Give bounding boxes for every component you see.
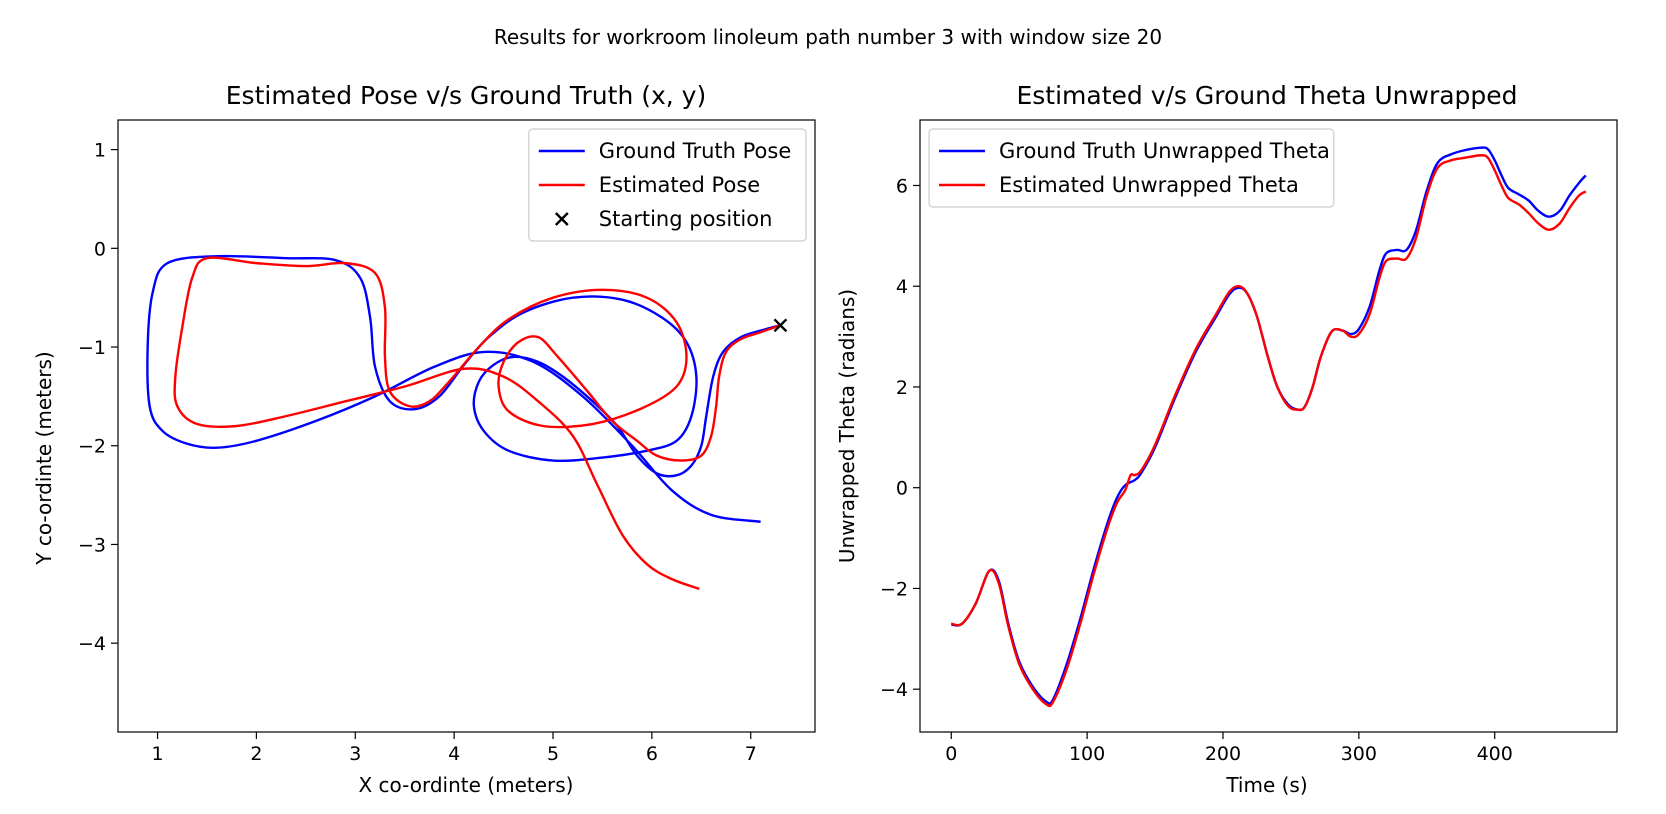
pose-plot-ground-truth-pose-line	[146, 254, 781, 523]
pose-plot-xtick-label: 2	[250, 743, 262, 765]
theta-plot-xtick-label: 200	[1205, 743, 1241, 765]
theta-plot-legend-box	[928, 128, 1335, 208]
theta-plot-ytick-label: −2	[880, 578, 908, 600]
theta-plot-xtick-label: 0	[945, 743, 957, 765]
pose-plot-ytick-label: 1	[94, 140, 106, 162]
pose-plot-ytick-label: 0	[94, 238, 106, 260]
theta-plot-estimated-unwrapped-theta-line	[951, 154, 1587, 708]
theta-plot-xtick-label: 300	[1341, 743, 1377, 765]
pose-plot-xtick-label: 7	[745, 743, 757, 765]
pose-plot-legend-box	[528, 128, 807, 242]
theta-plot-legend-item-estimated-unwrapped-theta: Estimated Unwrapped Theta	[939, 173, 1299, 197]
theta-plot-series	[951, 146, 1587, 708]
pose-plot-legend-item-ground-truth-pose: Ground Truth Pose	[538, 139, 791, 163]
pose-plot-ytick-label: −3	[78, 534, 106, 556]
pose-plot-legend-label: Estimated Pose	[599, 173, 760, 197]
figure-suptitle: Results for workroom linoleum path numbe…	[494, 25, 1162, 49]
pose-plot-ticks: 1 2 3 4 5 6 7 1 0 −1 −2 −3 −4	[78, 140, 757, 765]
pose-plot-xtick-label: 4	[448, 743, 460, 765]
theta-plot-xtick-label: 400	[1477, 743, 1513, 765]
theta-plot-ytick-label: 2	[896, 377, 908, 399]
pose-plot-legend-label: Ground Truth Pose	[599, 139, 791, 163]
theta-plot-ylabel: Unwrapped Theta (radians)	[835, 289, 859, 563]
theta-plot-ytick-label: 0	[896, 478, 908, 500]
theta-plot-legend: Ground Truth Unwrapped Theta Estimated Un…	[928, 128, 1335, 208]
theta-plot-ticks: 0 100 200 300 400 6 4 2 0 −2 −4	[880, 175, 1513, 765]
pose-plot-xlabel: X co-ordinte (meters)	[359, 773, 574, 797]
theta-plot-xtick-label: 100	[1069, 743, 1105, 765]
theta-plot-ytick-label: 6	[896, 175, 908, 197]
pose-plot-legend-label: Starting position	[599, 207, 773, 231]
pose-plot-legend-item-estimated-pose: Estimated Pose	[538, 173, 760, 197]
theta-plot-frame	[919, 119, 1618, 733]
pose-plot-xtick-label: 5	[547, 743, 559, 765]
theta-plot: Estimated v/s Ground Theta Unwrapped Tim…	[835, 81, 1618, 797]
pose-plot-legend-item-starting-position: Starting position	[554, 207, 773, 231]
pose-plot-xtick-label: 1	[151, 743, 163, 765]
pose-plot-ytick-label: −4	[78, 633, 106, 655]
pose-plot-frame	[117, 119, 816, 733]
pose-plot-legend-swatch	[554, 212, 569, 226]
pose-plot-ytick-label: −2	[78, 436, 106, 458]
pose-plot-series	[146, 254, 788, 591]
pose-plot-starting-position-marker	[773, 318, 788, 333]
pose-plot-title: Estimated Pose v/s Ground Truth (x, y)	[226, 81, 706, 110]
pose-plot-legend: Ground Truth Pose Estimated Pose Starting …	[528, 128, 807, 242]
theta-plot-legend-label: Estimated Unwrapped Theta	[999, 173, 1299, 197]
theta-plot-legend-item-ground-truth-unwrapped-theta: Ground Truth Unwrapped Theta	[939, 139, 1330, 163]
pose-plot: Estimated Pose v/s Ground Truth (x, y) X…	[32, 81, 816, 797]
theta-plot-ytick-label: −4	[880, 679, 908, 701]
pose-plot-xtick-label: 6	[646, 743, 658, 765]
theta-plot-xlabel: Time (s)	[1225, 773, 1307, 797]
theta-plot-legend-label: Ground Truth Unwrapped Theta	[999, 139, 1330, 163]
pose-plot-estimated-pose-line	[173, 256, 781, 591]
pose-plot-ylabel: Y co-ordinte (meters)	[32, 351, 56, 566]
pose-plot-xtick-label: 3	[349, 743, 361, 765]
theta-plot-title: Estimated v/s Ground Theta Unwrapped	[1016, 81, 1517, 110]
theta-plot-ytick-label: 4	[896, 276, 908, 298]
pose-plot-ytick-label: −1	[78, 337, 106, 359]
